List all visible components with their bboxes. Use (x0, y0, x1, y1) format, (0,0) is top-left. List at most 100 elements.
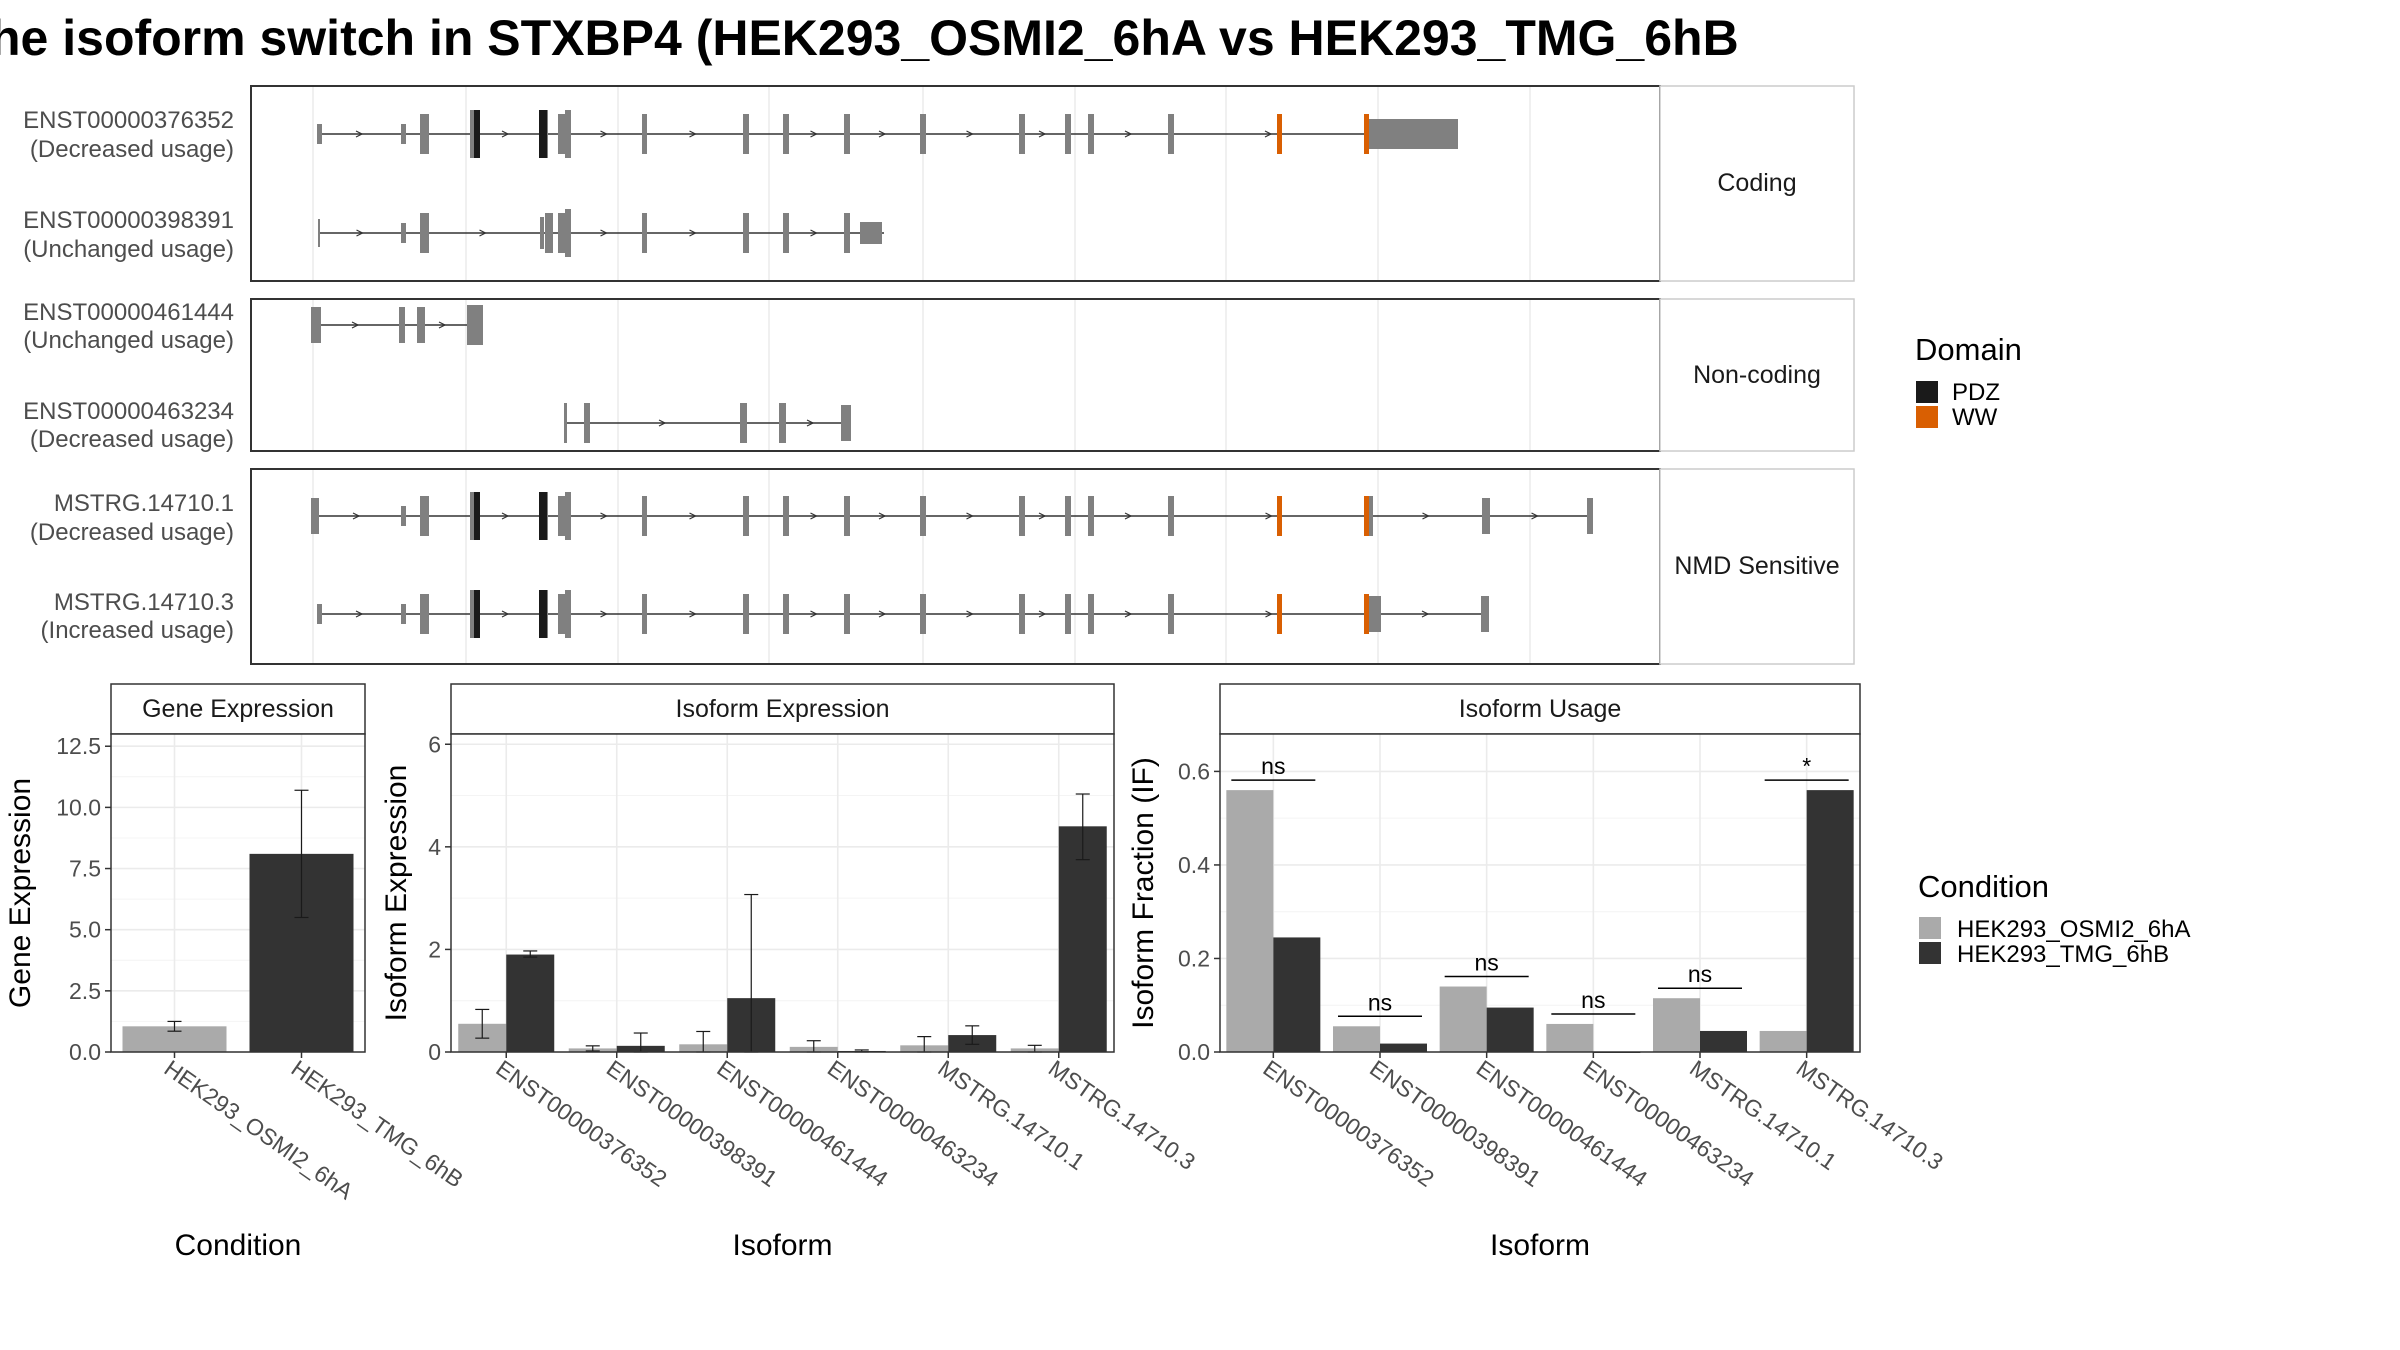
isoform-structure (317, 590, 1489, 638)
strand-arrow-icon (600, 610, 608, 618)
exon-block (920, 496, 926, 536)
exon-block (642, 213, 647, 253)
bar (1759, 1030, 1807, 1052)
strand-arrow-icon (1124, 512, 1133, 520)
isoform-structure-layer (311, 87, 1593, 663)
exon-block (1481, 596, 1489, 632)
strand-arrow-icon (1038, 512, 1047, 520)
exon-block (743, 114, 749, 154)
pdz-domain-block (539, 110, 547, 158)
exon-block (642, 594, 647, 634)
exon-block (399, 307, 405, 343)
y-tick-label: 0.6 (1178, 758, 1210, 784)
isoform-label: MSTRG.14710.3 (54, 589, 234, 616)
exon-block (1369, 496, 1373, 536)
condition-legend: Condition HEK293_OSMI2_6hA HEK293_TMG_6h… (1918, 869, 2190, 968)
exon-block (420, 594, 426, 634)
exon-block (1482, 498, 1490, 534)
figure-title: he isoform switch in STXBP4 (HEK293_OSMI… (0, 10, 1739, 66)
isoform-usage-chart: Isoform Usage 0.0 0.2 0.4 0.6 ns ENST000003763… (1127, 683, 1948, 1262)
strand-arrow-icon (1531, 512, 1539, 520)
exon-block (470, 110, 477, 158)
isoform-label: ENST00000461444 (23, 299, 234, 326)
strand-arrow-icon (356, 229, 364, 237)
isoform-usage-label: (Decreased usage) (30, 136, 234, 163)
y-tick-label: 0.0 (69, 1039, 101, 1065)
pdz-domain-block (474, 492, 480, 540)
exon-block (844, 496, 850, 536)
strand-arrow-icon (600, 229, 608, 237)
plot-border (1219, 733, 1861, 1053)
facet-strip-nmd (1659, 468, 1855, 665)
significance-label: ns (1368, 989, 1392, 1015)
exon-block (417, 307, 425, 343)
pdz-domain-block (474, 110, 480, 158)
strand-arrow-icon (966, 130, 974, 138)
exon-block (740, 403, 747, 443)
y-axis-title: Isoform Expression (380, 765, 413, 1022)
exon-block (1168, 114, 1174, 154)
strand-arrow-icon (600, 512, 608, 520)
strand-arrow-icon (352, 512, 361, 520)
exon-block (920, 594, 926, 634)
exon-block (920, 114, 926, 154)
exon-block (743, 213, 749, 253)
exon-block (1019, 594, 1025, 634)
exon-block (545, 213, 553, 253)
structure-panel-nmd: NMD Sensitive MSTRG.14710.1 (Decreased u… (30, 468, 1855, 665)
exon-block (844, 594, 850, 634)
strand-arrow-icon (689, 512, 697, 520)
significance-label: ns (1475, 950, 1499, 976)
exon-block (467, 305, 483, 345)
facet-strip-noncoding (1659, 298, 1855, 452)
chart-title: Gene Expression (142, 695, 334, 723)
strand-arrow-icon (438, 321, 447, 329)
strand-arrow-icon (1038, 610, 1047, 618)
isoform-label: ENST00000463234 (23, 398, 234, 425)
ww-domain-block (1364, 594, 1369, 634)
pdz-domain-block (539, 492, 547, 540)
x-axis-title: Condition (175, 1229, 302, 1262)
legend-label-pdz: PDZ (1952, 379, 2000, 406)
legend-label-cond-a: HEK293_OSMI2_6hA (1957, 916, 2190, 943)
domain-legend: Domain PDZ WW (1915, 332, 2022, 431)
strand-arrow-icon (689, 229, 697, 237)
bar (1653, 998, 1700, 1052)
strand-arrow-icon (501, 610, 510, 618)
significance-label: ns (1261, 753, 1285, 779)
bar (1058, 826, 1107, 1052)
bar (506, 954, 555, 1052)
strand-arrow-icon (1421, 610, 1430, 618)
ww-domain-block (1364, 114, 1369, 154)
ww-domain-block (1277, 594, 1282, 634)
exon-block (1019, 496, 1025, 536)
isoform-usage-label: (Decreased usage) (30, 519, 234, 546)
exon-block (401, 506, 406, 526)
exon-block (317, 124, 322, 144)
strand-arrow-icon (1124, 130, 1133, 138)
pdz-domain-block (539, 590, 547, 638)
isoform-usage-label: (Decreased usage) (30, 426, 234, 453)
strand-arrow-icon (878, 610, 887, 618)
bar (1439, 986, 1487, 1052)
bar (1333, 1026, 1380, 1052)
strand-arrow-icon (806, 419, 815, 427)
y-tick-label: 0.0 (1178, 1039, 1210, 1065)
facet-strip-coding (1659, 85, 1855, 282)
strand-arrow-icon (1264, 130, 1273, 138)
exon-block (558, 496, 566, 536)
exon-block (420, 213, 426, 253)
exon-block (584, 403, 590, 443)
exon-block (558, 594, 566, 634)
strand-arrow-icon (479, 229, 487, 237)
exon-block (1065, 496, 1071, 536)
structure-panel-coding: Coding ENST00000376352 (Decreased usage)… (23, 85, 1855, 282)
exon-block (642, 496, 647, 536)
strand-arrow-icon (689, 610, 697, 618)
exon-block (1168, 594, 1174, 634)
bar (1486, 1007, 1534, 1052)
y-tick-label: 6 (428, 731, 441, 757)
facet-label-nmd: NMD Sensitive (1674, 552, 1839, 580)
exon-block (311, 498, 319, 534)
legend-label-ww: WW (1952, 404, 1998, 431)
